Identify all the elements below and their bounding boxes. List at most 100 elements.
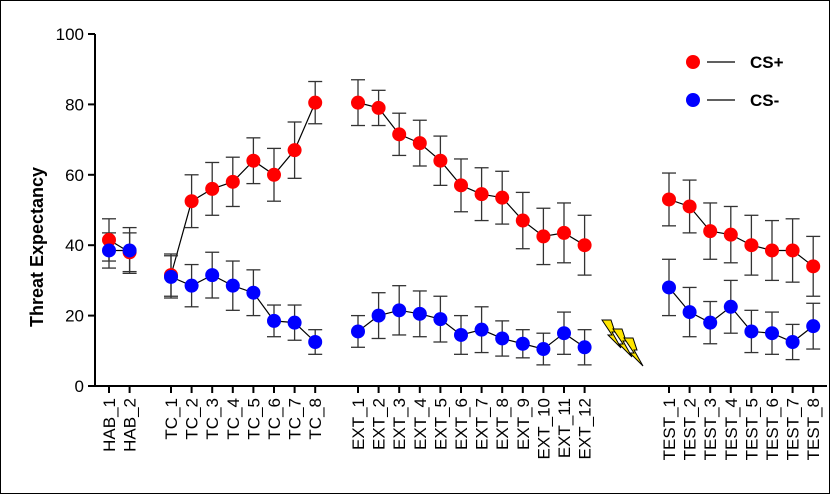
x-tick-label: EXT_8 [493,398,512,450]
data-point [785,243,800,258]
lightning-bolt-icon [601,319,622,349]
data-point [703,315,718,330]
data-point [225,278,240,293]
x-tick-label: EXT_6 [452,398,471,450]
lightning-bolt-icon [623,337,644,367]
data-point [205,181,220,196]
data-point [287,143,302,158]
x-tick-label: TEST_1 [660,398,679,460]
x-tick-label: EXT_12 [576,398,595,459]
x-tick-label: TEST_7 [784,398,803,460]
y-tick-label: 60 [65,166,84,185]
data-point [433,153,448,168]
y-tick-label: 20 [65,307,84,326]
x-tick-label: TC_7 [286,398,305,440]
data-point [102,232,116,247]
x-tick-label: EXT_4 [411,398,430,450]
data-point [433,312,448,327]
data-point [682,305,697,320]
legend: CS+ CS- [686,53,784,110]
data-point [246,153,261,168]
x-tick-label: TC_1 [162,398,181,440]
data-point [662,192,676,207]
x-tick-label: TC_2 [183,398,202,440]
y-tick-label: 80 [65,95,84,114]
data-point [577,238,592,253]
data-point [744,324,759,339]
x-tick-label: EXT_7 [473,398,492,450]
axes: 0 20 40 60 80 100 [56,25,827,396]
x-tick-label: TEST_8 [804,398,823,460]
x-tick-label: EXT_11 [555,398,574,458]
data-point [392,127,407,142]
data-point [392,303,407,318]
x-tick-label: TEST_3 [701,398,720,460]
data-point [454,327,468,342]
data-point [412,136,427,151]
y-axis-label: Threat Expectancy [27,167,47,327]
data-point [557,225,571,240]
data-point [454,178,468,193]
series-line-ext [357,309,585,350]
data-point [536,229,551,244]
data-point [412,306,427,321]
x-tick-label: TC_4 [224,398,243,440]
data-point [806,319,821,334]
data-point [723,299,738,314]
data-point [765,243,779,258]
x-tick-labels: HAB_1 HAB_2 TC_1 TC_2 TC_3 TC_4 TC_5 TC_6 TC_7 TC… [100,398,823,460]
data-point [164,269,178,284]
series-line-tc [170,102,316,276]
x-tick-label: TC_3 [203,398,222,440]
x-tick-label: TC_8 [306,398,325,440]
x-tick-label: TEST_6 [763,398,782,460]
x-tick-label: TEST_2 [681,398,700,460]
data-point [351,324,365,339]
y-tick-label: 0 [75,377,84,396]
data-point [495,331,510,346]
data-point [577,340,592,355]
x-tick-label: EXT_3 [390,398,409,450]
data-point [225,174,240,189]
legend-marker [686,93,700,107]
x-tick-label: TC_5 [244,398,263,440]
x-tick-label: TEST_5 [742,398,761,460]
data-point [744,238,759,253]
data-point [495,190,510,205]
lightning-bolt-icon [612,328,633,358]
data-point [515,336,530,351]
legend-label: CS- [750,91,779,110]
data-point [184,278,199,293]
data-point [785,335,800,349]
data-point [557,326,571,341]
data-point [308,335,323,349]
x-tick-label: HAB_1 [100,398,119,452]
x-tick-label: HAB_2 [121,398,140,452]
lightning-bolt-icons [601,319,644,367]
data-point [806,259,821,274]
x-tick-label: EXT_2 [370,398,389,450]
data-point [536,342,551,357]
data-point [371,100,386,115]
data-point [474,322,489,337]
data-point [723,227,738,242]
data-point [308,95,323,110]
data-point [474,187,489,202]
data-point [267,313,281,328]
y-tick-label: 100 [56,25,84,44]
data-point [682,199,697,214]
x-tick-label: EXT_9 [514,398,533,450]
data-point [371,308,386,323]
x-tick-label: TEST_4 [722,398,741,460]
data-point [246,285,261,300]
y-tick-label: 40 [65,236,84,255]
data-points [102,95,821,357]
series-line-ext [357,102,585,246]
data-point [351,95,365,110]
data-point [122,243,137,258]
data-point [703,224,718,239]
data-point [267,167,281,182]
data-point [287,315,302,330]
